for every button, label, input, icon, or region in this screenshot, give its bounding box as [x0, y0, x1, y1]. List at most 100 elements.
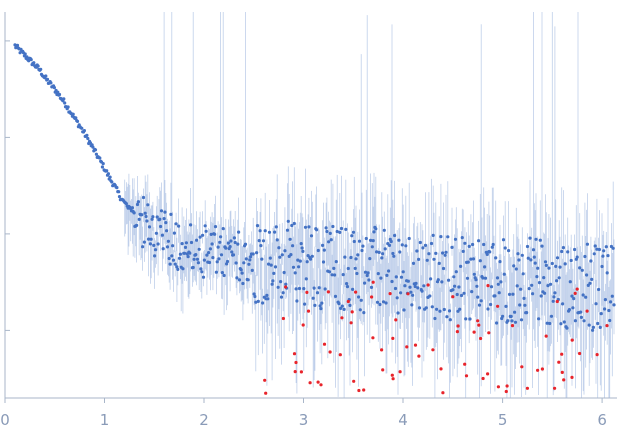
x-tick-label: 0: [0, 411, 10, 429]
data-point: [298, 259, 302, 263]
data-point: [265, 293, 269, 297]
data-point: [204, 229, 208, 233]
data-point: [357, 295, 361, 299]
data-point: [198, 235, 202, 239]
data-point: [317, 286, 321, 290]
data-point: [252, 292, 256, 296]
data-point: [421, 246, 425, 250]
data-point: [555, 279, 559, 283]
data-point: [454, 270, 458, 274]
data-point: [327, 270, 332, 274]
data-point: [335, 229, 339, 234]
data-point: [244, 257, 248, 261]
data-point: [217, 257, 221, 261]
data-point: [23, 52, 27, 56]
excluded-data-point: [398, 370, 402, 374]
data-point: [546, 284, 550, 288]
data-point: [44, 74, 48, 78]
data-point: [232, 236, 236, 240]
data-point: [310, 254, 314, 258]
data-point: [483, 265, 487, 269]
data-point: [141, 195, 146, 200]
data-point: [603, 307, 607, 311]
data-point: [351, 287, 355, 291]
data-point: [243, 242, 248, 246]
data-point: [353, 266, 357, 270]
data-point: [461, 249, 465, 253]
excluded-data-point: [390, 373, 394, 377]
data-point: [334, 260, 338, 264]
data-point: [132, 211, 136, 215]
data-point: [447, 278, 451, 282]
excluded-data-point: [486, 284, 490, 288]
data-point: [529, 258, 533, 262]
data-point: [476, 295, 480, 299]
data-point: [364, 236, 368, 241]
data-point: [399, 291, 403, 295]
excluded-data-point: [281, 316, 285, 321]
data-point: [488, 250, 492, 254]
data-point: [277, 246, 281, 250]
axes: 0 1 2 3 4 5 6: [0, 12, 617, 429]
data-point: [303, 302, 307, 306]
data-point: [145, 219, 149, 223]
data-point: [410, 303, 414, 307]
data-point: [207, 260, 212, 265]
data-point: [74, 116, 78, 120]
excluded-data-point: [441, 391, 445, 395]
excluded-data-point: [346, 299, 350, 304]
data-point: [584, 295, 588, 299]
excluded-data-point: [426, 283, 430, 287]
data-point: [411, 293, 415, 297]
data-point: [254, 300, 258, 304]
data-point: [363, 270, 368, 274]
data-point: [512, 264, 516, 268]
data-point: [255, 224, 260, 228]
data-point: [504, 304, 508, 308]
data-point: [251, 252, 255, 256]
data-point: [200, 270, 204, 274]
data-point: [435, 307, 439, 311]
data-point: [309, 234, 314, 238]
data-point: [230, 250, 234, 254]
data-point: [591, 325, 596, 329]
data-point: [478, 259, 482, 263]
data-point: [486, 307, 490, 311]
data-point: [390, 279, 394, 284]
excluded-data-point: [595, 353, 599, 357]
data-point: [578, 266, 582, 270]
data-point: [398, 250, 402, 254]
data-point: [94, 152, 98, 156]
data-point: [489, 285, 494, 289]
data-point: [565, 326, 569, 330]
excluded-data-point: [520, 365, 524, 369]
data-point: [425, 258, 429, 262]
data-point: [387, 243, 392, 247]
data-point: [507, 249, 511, 253]
data-point: [368, 257, 372, 261]
data-point: [562, 320, 566, 324]
excluded-data-point: [555, 299, 559, 304]
excluded-data-point: [305, 290, 309, 294]
data-point: [519, 287, 523, 291]
data-point: [342, 307, 346, 311]
data-point: [414, 281, 418, 285]
data-point: [303, 225, 308, 229]
data-point: [167, 256, 171, 261]
data-point: [117, 190, 121, 194]
data-point: [154, 231, 158, 235]
data-point: [218, 240, 222, 244]
data-point: [203, 224, 207, 228]
data-point: [441, 266, 446, 271]
data-point: [39, 67, 43, 71]
data-point: [177, 224, 181, 228]
data-point: [518, 303, 522, 307]
data-point: [195, 257, 200, 261]
data-point: [570, 294, 574, 298]
excluded-data-point: [540, 367, 545, 371]
data-point: [159, 224, 163, 229]
data-point: [56, 90, 60, 94]
data-point: [465, 276, 470, 280]
data-point: [408, 285, 412, 289]
data-point: [66, 105, 70, 109]
